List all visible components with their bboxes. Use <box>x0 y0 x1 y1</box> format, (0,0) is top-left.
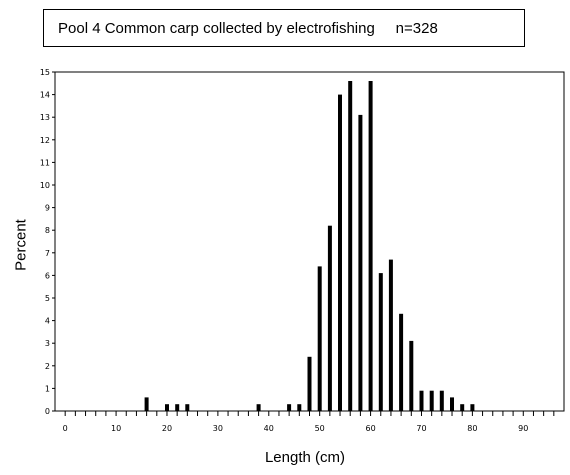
bar-70 <box>419 390 424 411</box>
y-tick-label: 8 <box>45 226 50 235</box>
y-tick-label: 9 <box>45 204 50 213</box>
bar-58 <box>358 114 363 412</box>
y-tick-label: 15 <box>40 68 50 77</box>
bar-16 <box>144 397 149 411</box>
bar-64 <box>388 259 393 411</box>
y-tick-label: 11 <box>40 158 50 167</box>
chart-title: Pool 4 Common carp collected by electrof… <box>43 9 525 47</box>
y-tick-label: 10 <box>40 181 50 190</box>
y-axis-label-wrap: Percent <box>6 200 36 290</box>
bar-48 <box>307 356 312 411</box>
bar-80 <box>470 404 475 411</box>
bar-76 <box>450 397 454 411</box>
bar-66 <box>399 313 404 411</box>
bar-60 <box>368 81 373 411</box>
y-tick-label: 13 <box>40 113 50 122</box>
y-tick-label: 12 <box>40 136 50 145</box>
bar-22 <box>175 404 180 411</box>
bar-62 <box>378 273 383 411</box>
bar-54 <box>338 94 342 411</box>
bar-72 <box>429 390 434 411</box>
bar-20 <box>165 404 169 411</box>
bar-56 <box>348 81 353 411</box>
bar-52 <box>327 225 332 411</box>
bar-44 <box>287 404 292 411</box>
y-tick-label: 2 <box>45 362 50 371</box>
x-axis-label: Length (cm) <box>264 449 346 466</box>
bar-24 <box>185 404 190 411</box>
x-axis: 0 10 20 30 40 50 60 70 80 90 <box>63 411 555 433</box>
x-tick-label: 80 <box>467 424 477 433</box>
y-tick-label: 14 <box>40 91 50 100</box>
y-tick-label: 0 <box>45 407 50 416</box>
x-tick-label: 0 <box>63 424 68 433</box>
y-axis-label: Percent <box>12 219 30 271</box>
x-tick-label: 10 <box>111 424 121 433</box>
x-tick-label: 90 <box>518 424 528 433</box>
x-tick-label: 50 <box>315 424 325 433</box>
y-tick-label: 7 <box>45 249 50 258</box>
bar-50 <box>317 266 322 411</box>
x-tick-label: 30 <box>213 424 223 433</box>
bar-74 <box>439 390 444 411</box>
y-tick-label: 6 <box>45 271 50 280</box>
y-tick-label: 4 <box>45 317 50 326</box>
y-tick-label: 1 <box>45 384 50 393</box>
x-tick-label: 20 <box>162 424 172 433</box>
bar-46 <box>297 404 302 411</box>
y-tick-label: 3 <box>45 339 50 348</box>
x-tick-label: 40 <box>264 424 274 433</box>
bars-group <box>144 81 475 412</box>
bar-68 <box>409 340 414 411</box>
bar-78 <box>460 404 465 411</box>
y-tick-label: 5 <box>45 294 50 303</box>
bar-38 <box>256 404 261 411</box>
x-tick-label: 70 <box>416 424 426 433</box>
x-tick-label: 60 <box>365 424 375 433</box>
